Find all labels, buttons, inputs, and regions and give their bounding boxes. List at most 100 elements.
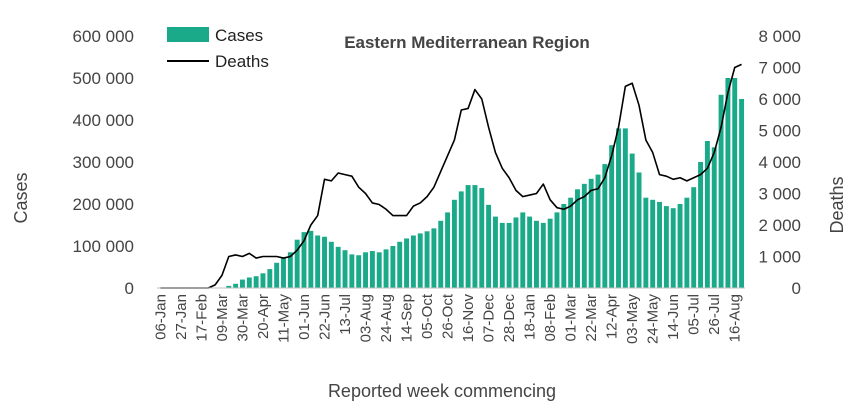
y-right-tick-label: 7 000 xyxy=(758,59,801,78)
x-tick-label: 17-Feb xyxy=(193,294,210,342)
bar-cases xyxy=(588,178,594,288)
bar-cases xyxy=(233,283,239,288)
bar-cases xyxy=(663,206,669,288)
bar-cases xyxy=(445,212,451,288)
bar-cases xyxy=(629,153,635,288)
bar-cases xyxy=(390,246,396,288)
bar-cases xyxy=(739,99,745,288)
x-tick-label: 27-Jan xyxy=(173,294,190,340)
bar-cases xyxy=(363,252,368,288)
x-tick-label: 22-Jun xyxy=(317,294,334,340)
bar-cases xyxy=(677,204,683,288)
bar-cases xyxy=(718,94,724,288)
y-right-tick-label: 2 000 xyxy=(758,216,801,235)
bar-cases xyxy=(561,204,567,288)
bar-cases xyxy=(438,220,444,288)
bar-cases xyxy=(650,199,656,288)
x-tick-label: 30-Mar xyxy=(235,294,252,342)
chart-title: Eastern Mediterranean Region xyxy=(344,33,590,52)
x-tick-label: 16-Aug xyxy=(727,294,744,342)
bar-cases xyxy=(465,185,471,288)
bar-cases xyxy=(335,246,341,288)
x-tick-label: 06-Jan xyxy=(152,294,169,340)
y-axis-left-ticks: 0 100 000 200 000 300 000 400 000 500 000 600 … xyxy=(73,27,134,298)
y-right-tick-label: 3 000 xyxy=(758,185,801,204)
bar-cases xyxy=(274,262,280,288)
x-tick-label: 07-Dec xyxy=(481,294,498,343)
bar-cases xyxy=(704,141,710,288)
bar-cases xyxy=(711,147,717,288)
bar-cases xyxy=(253,276,259,288)
bar-cases xyxy=(424,231,430,288)
bar-cases xyxy=(602,164,608,288)
line-deaths xyxy=(160,63,742,289)
bar-cases xyxy=(513,217,519,288)
bar-cases xyxy=(410,235,416,288)
legend-cases-swatch xyxy=(167,27,209,42)
x-tick-label: 18-Jan xyxy=(522,294,539,340)
x-tick-label: 05-Jul xyxy=(686,294,703,335)
bar-cases xyxy=(328,241,334,288)
y-axis-right-title: Deaths xyxy=(827,176,847,233)
bar-cases xyxy=(670,208,676,288)
x-axis-ticks: 06-Jan 27-Jan 17-Feb 09-Mar 30-Mar 20-Apr 11-M… xyxy=(152,293,743,344)
bar-cases xyxy=(417,233,423,288)
x-tick-label: 03-May xyxy=(624,294,641,345)
bar-cases xyxy=(554,212,560,288)
bar-cases xyxy=(540,222,546,288)
x-tick-label: 03-Aug xyxy=(358,294,375,342)
legend-cases-label: Cases xyxy=(215,26,263,45)
bars-layer xyxy=(219,78,745,288)
bar-cases xyxy=(349,254,355,288)
bar-cases xyxy=(356,255,362,288)
bar-cases xyxy=(404,238,410,288)
x-tick-label: 01-Jun xyxy=(296,294,313,340)
bar-cases xyxy=(226,285,232,288)
bar-cases xyxy=(520,212,526,288)
bar-cases xyxy=(383,249,389,288)
x-tick-label: 11-May xyxy=(276,294,293,343)
bar-cases xyxy=(732,78,738,288)
bar-cases xyxy=(472,185,478,288)
x-axis-title: Reported week commencing xyxy=(328,381,556,401)
bar-cases xyxy=(581,183,587,288)
bar-cases xyxy=(568,197,574,288)
y-right-tick-label: 5 000 xyxy=(758,122,801,141)
y-left-tick-label: 600 000 xyxy=(73,27,134,46)
y-right-tick-label: 8 000 xyxy=(758,27,801,46)
x-tick-label: 26-Jul xyxy=(706,294,723,335)
line-layer xyxy=(160,63,742,289)
bar-cases xyxy=(458,191,464,288)
bar-cases xyxy=(616,128,621,288)
bar-cases xyxy=(657,201,662,288)
bar-cases xyxy=(636,172,642,288)
x-tick-label: 13-Jul xyxy=(337,294,354,335)
legend: Cases Deaths xyxy=(167,26,269,71)
y-right-tick-label: 1 000 xyxy=(758,248,801,267)
bar-cases xyxy=(499,222,505,288)
y-right-tick-label: 4 000 xyxy=(758,153,801,172)
bar-cases xyxy=(342,250,348,288)
bar-cases xyxy=(575,189,580,288)
bar-cases xyxy=(431,228,437,288)
y-left-tick-label: 500 000 xyxy=(73,69,134,88)
x-tick-label: 28-Dec xyxy=(501,294,518,343)
bar-cases xyxy=(725,78,731,288)
y-right-tick-label: 0 xyxy=(792,279,801,298)
x-tick-label: 01-Mar xyxy=(563,294,580,342)
bar-cases xyxy=(506,222,512,288)
bar-cases xyxy=(322,236,327,288)
y-left-tick-label: 0 xyxy=(125,279,134,298)
y-left-tick-label: 100 000 xyxy=(73,237,134,256)
legend-deaths-label: Deaths xyxy=(215,52,269,71)
x-tick-label: 24-Aug xyxy=(378,294,395,342)
bar-cases xyxy=(486,204,492,288)
y-left-tick-label: 200 000 xyxy=(73,195,134,214)
bar-cases xyxy=(595,174,601,288)
bar-cases xyxy=(622,128,628,288)
bar-cases xyxy=(308,230,314,288)
bar-cases xyxy=(691,187,697,288)
bar-cases xyxy=(281,257,286,288)
